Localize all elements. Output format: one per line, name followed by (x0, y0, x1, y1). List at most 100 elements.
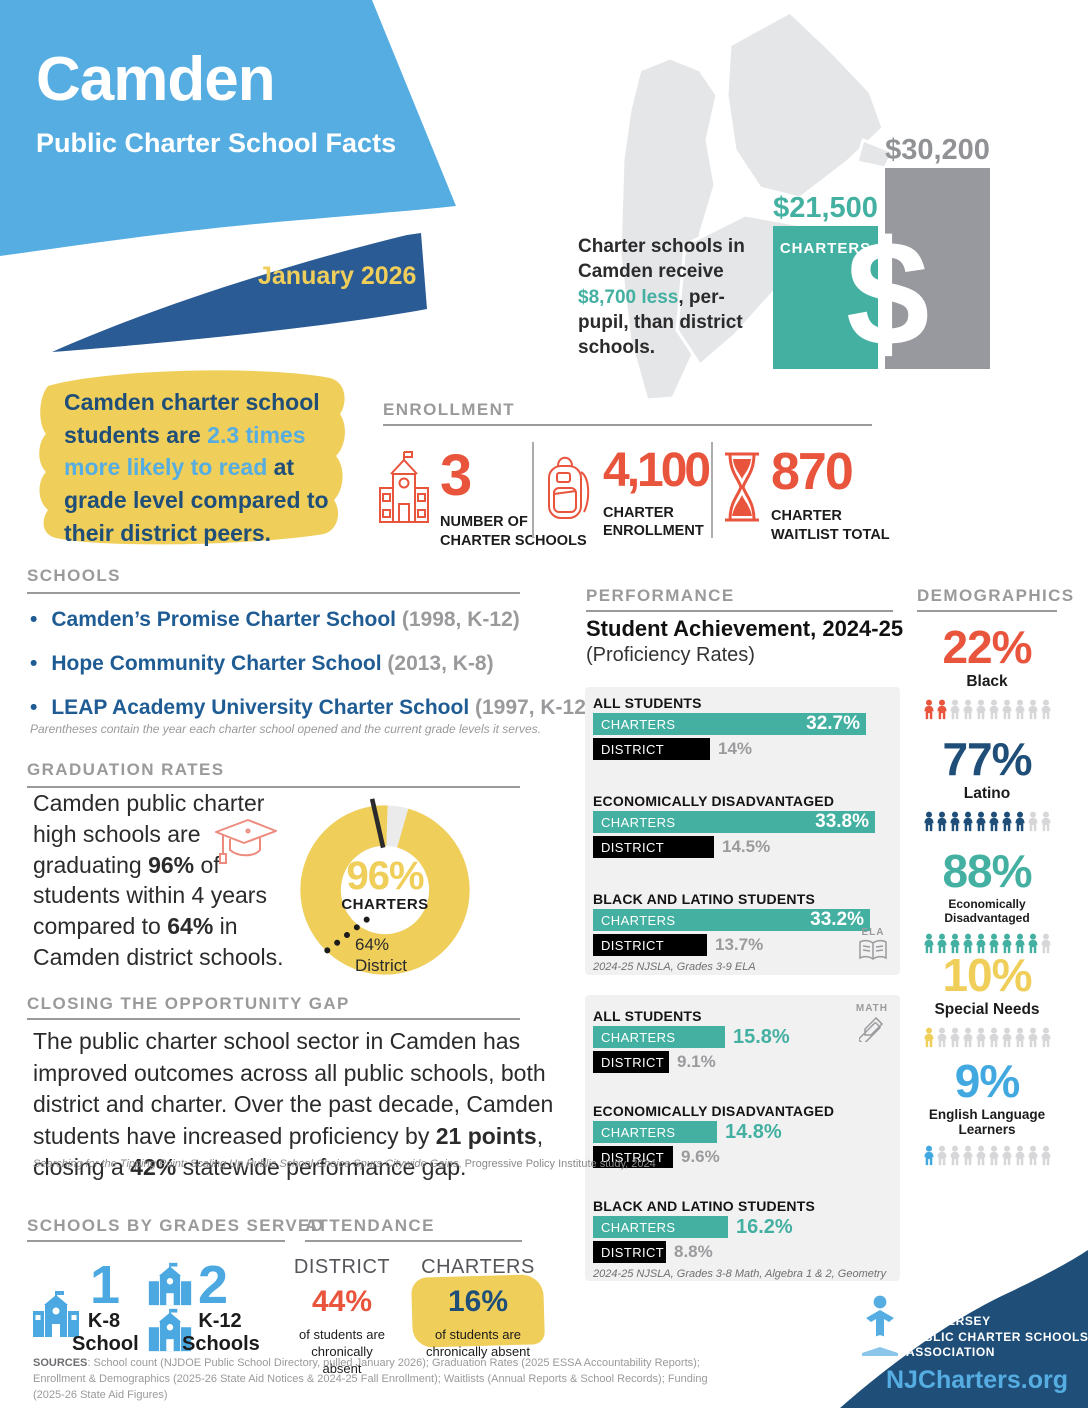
charters-bar: CHARTERS 33.2% (593, 909, 870, 931)
k8-school-label: K-8 School (72, 1310, 139, 1356)
person-icon (1014, 932, 1026, 955)
person-icon (975, 1026, 987, 1049)
demo-ell: 9% English Language Learners (905, 1058, 1069, 1167)
district-value: 8.8% (674, 1242, 713, 1261)
person-icon (949, 1144, 961, 1167)
funding-text-part2: , per-pupil, than district schools. (578, 286, 743, 359)
person-icon (923, 810, 935, 833)
charters-bar: CHARTERS (593, 1216, 728, 1238)
perf-group-econ-disadvantaged: ECONOMICALLY DISADVANTAGED CHARTERS 14.8… (593, 1103, 890, 1168)
enrollment-divider-line (383, 424, 872, 426)
org-line1: NEW JERSEY (906, 1314, 991, 1328)
label-line1: K-12 (198, 1310, 242, 1332)
charters-funding-bar (773, 226, 878, 369)
district-graduation-rate: 64% (355, 935, 390, 954)
blue-school-icon (148, 1308, 192, 1352)
charter-waitlist-count: 870 (771, 443, 854, 501)
person-icon (1040, 810, 1052, 833)
person-icon (1027, 1026, 1039, 1049)
charters-bar: CHARTERS 32.7% (593, 713, 866, 735)
school-detail: (1997, K-12) (469, 696, 593, 719)
demo-black: 22% Black (905, 624, 1069, 721)
district-caption: of students are chronically absent (292, 1327, 392, 1378)
person-icon (1014, 698, 1026, 721)
opportunity-divider-line (27, 1018, 520, 1020)
charters-bar: CHARTERS (593, 1121, 717, 1143)
bar-name: DISTRICT (601, 937, 665, 953)
person-icon (1001, 698, 1013, 721)
person-icon (949, 698, 961, 721)
district-bar: DISTRICT (593, 1146, 673, 1168)
bar-name: DISTRICT (601, 1149, 665, 1165)
person-icon (923, 698, 935, 721)
bar-name: DISTRICT (601, 839, 665, 855)
graduation-heading: GRADUATION RATES (27, 760, 225, 779)
district-value: 14% (718, 739, 753, 758)
school-name: Camden’s Promise Charter School (51, 608, 397, 631)
charter-waitlist-label: CHARTER WAITLIST TOTAL (771, 507, 890, 545)
performance-divider-line (586, 610, 893, 612)
k12-school-label: K-12 Schools (182, 1310, 260, 1356)
graduation-cap-icon (215, 819, 277, 864)
sources-body: : School count (NJDOE Public School Dire… (33, 1357, 708, 1401)
perf-group-econ-disadvantaged: ECONOMICALLY DISADVANTAGED CHARTERS 33.8… (593, 793, 890, 858)
callout-highlight: 2.3 times more likely to read (64, 421, 306, 481)
demographics-heading: DEMOGRAPHICS (917, 586, 1075, 605)
opportunity-heading: CLOSING THE OPPORTUNITY GAP (27, 994, 350, 1013)
page-subtitle: Public Charter School Facts (36, 128, 397, 158)
math-label: MATH (855, 1003, 888, 1014)
org-line2: PUBLIC CHARTER SCHOOLS (906, 1329, 1088, 1344)
person-icon (1040, 932, 1052, 955)
date-label: January 2026 (258, 262, 417, 290)
graduation-donut-chart: 96% CHARTERS 64% District (293, 798, 477, 982)
graduation-text: Camden public charter high schools are g… (33, 788, 299, 973)
label-line2: ENROLLMENT (603, 523, 704, 540)
person-icon (923, 1026, 935, 1049)
group-label: ECONOMICALLY DISADVANTAGED (593, 1103, 835, 1119)
person-icon (988, 698, 1000, 721)
pencil-ruler-icon (857, 1016, 883, 1045)
district-label: DISTRICT (293, 1256, 391, 1278)
person-icon (1014, 1026, 1026, 1049)
econ-percent: 88% (942, 845, 1032, 897)
school-building-icon (378, 448, 430, 551)
district-absent-rate: 44% (311, 1285, 373, 1318)
district-value: 9.1% (677, 1052, 716, 1071)
group-label: ECONOMICALLY DISADVANTAGED (593, 793, 835, 809)
person-icon (1001, 932, 1013, 955)
backpack-icon (545, 448, 593, 541)
person-icon (962, 810, 974, 833)
person-icon (962, 932, 974, 955)
opp-bold1: 21 points (435, 1122, 537, 1149)
k12-school-count: 2 (198, 1255, 229, 1315)
charters-bar-label: CHARTERS (779, 240, 872, 257)
njcharters-link[interactable]: NJCharters.org (886, 1366, 1068, 1394)
njpcsa-logo-icon (860, 1295, 900, 1356)
callout-part1: Camden charter school students are (64, 389, 320, 448)
person-row (905, 698, 1069, 721)
enrollment-heading: ENROLLMENT (383, 400, 516, 419)
person-row (905, 1026, 1069, 1049)
math-subject-tag: MATH (856, 1003, 888, 1047)
k8-school-count: 1 (90, 1255, 121, 1315)
ela-footnote: 2024-25 NJSLA, Grades 3-9 ELA (593, 961, 756, 973)
funding-text: Charter schools in Camden receive $8,700… (578, 234, 774, 360)
perf-group-black-latino: BLACK AND LATINO STUDENTS CHARTERS 33.2%… (593, 891, 890, 956)
bar-name: CHARTERS (601, 1124, 676, 1140)
grades-served-heading: SCHOOLS BY GRADES SERVED (27, 1216, 325, 1235)
person-icon (949, 932, 961, 955)
person-icon (975, 932, 987, 955)
district-funding-bar (885, 168, 990, 369)
person-icon (1001, 1144, 1013, 1167)
charters-absent-rate: 16% (447, 1285, 509, 1318)
person-icon (975, 810, 987, 833)
label-line2: WAITLIST TOTAL (771, 527, 890, 544)
bar-name: DISTRICT (601, 1054, 665, 1070)
opp-bold2: 42% (130, 1154, 177, 1180)
district-bar: DISTRICT (593, 934, 707, 956)
study-title: Searching for the Tipping Point: Scaling… (33, 1158, 459, 1170)
person-icon (1027, 810, 1039, 833)
charter-enrollment-label: CHARTER ENROLLMENT (603, 504, 708, 542)
camden-map-graphic (618, 10, 895, 400)
